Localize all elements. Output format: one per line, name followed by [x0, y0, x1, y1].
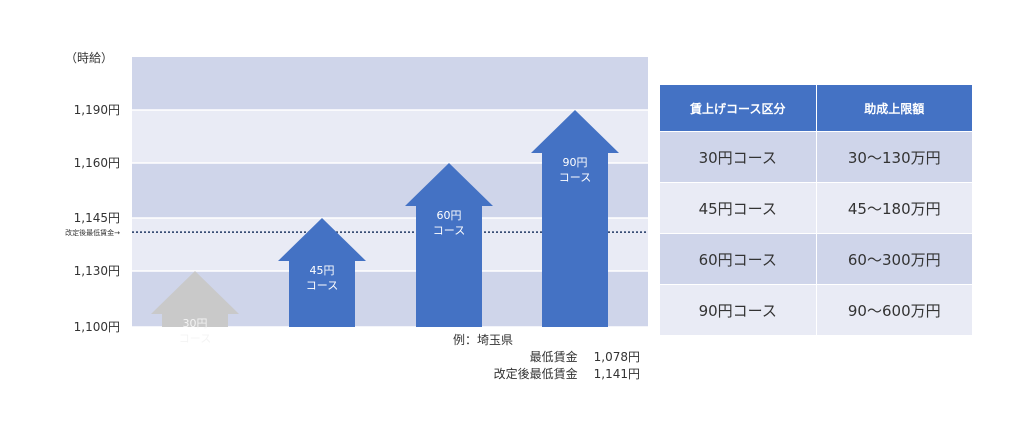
reference-line-label: 改定後最低賃金→: [65, 228, 120, 237]
subsidy-cell: 45～180万円: [815, 182, 973, 234]
bar: [151, 271, 239, 327]
bar-label: 60円: [437, 209, 462, 222]
course-cell: 45円コース: [659, 182, 817, 234]
bar: [278, 218, 366, 327]
plot-band: [132, 57, 648, 110]
header-subsidy-limit: 助成上限額: [815, 84, 973, 132]
minimum-wage-value: 1,078円: [593, 350, 640, 364]
example-note: 例：埼玉県: [453, 333, 514, 347]
bar-label: コース: [306, 279, 338, 292]
bar-chart: （時給） 1,100円 1,130円 1,145円 1,160円 1,190円改定後最低賃…: [65, 51, 648, 345]
table-row: 60円コース 60～300万円: [659, 233, 973, 285]
table-row: 45円コース 45～180万円: [659, 182, 973, 234]
y-axis-unit-label: （時給）: [65, 51, 113, 65]
bar-label: コース: [559, 171, 591, 184]
minimum-wage-label: 最低賃金: [529, 350, 578, 364]
y-tick-label: 1,130円: [74, 264, 120, 278]
y-tick-label: 1,100円: [74, 320, 120, 334]
subsidy-cell: 60～300万円: [815, 233, 973, 285]
header-course-category: 賃上げコース区分: [659, 84, 817, 132]
bar-label: コース: [433, 224, 465, 237]
bar-label: コース: [179, 332, 211, 345]
course-subsidy-table: 賃上げコース区分 助成上限額 30円コース 30～130万円 45円コース 45…: [659, 84, 973, 336]
bar-label: 45円: [310, 264, 335, 277]
bar-label: 30円: [183, 317, 208, 330]
table-row: 30円コース 30～130万円: [659, 131, 973, 183]
minimum-wage-note: 最低賃金 1,078円: [530, 349, 640, 366]
y-tick-label: 1,145円: [74, 211, 120, 225]
y-tick-label: 1,190円: [74, 103, 120, 117]
subsidy-cell: 30～130万円: [815, 131, 973, 183]
y-tick-label: 1,160円: [74, 156, 120, 170]
revised-minimum-wage-value: 1,141円: [593, 367, 640, 381]
bar-label: 90円: [563, 156, 588, 169]
bar: [531, 110, 619, 327]
bar: [405, 163, 493, 327]
course-cell: 90円コース: [659, 284, 817, 336]
table-row: 90円コース 90～600万円: [659, 284, 973, 336]
revised-minimum-wage-label: 改定後最低賃金: [493, 367, 578, 381]
table-header-row: 賃上げコース区分 助成上限額: [659, 84, 973, 132]
course-cell: 30円コース: [659, 131, 817, 183]
subsidy-cell: 90～600万円: [815, 284, 973, 336]
revised-minimum-wage-note: 改定後最低賃金 1,141円: [494, 366, 640, 383]
course-cell: 60円コース: [659, 233, 817, 285]
